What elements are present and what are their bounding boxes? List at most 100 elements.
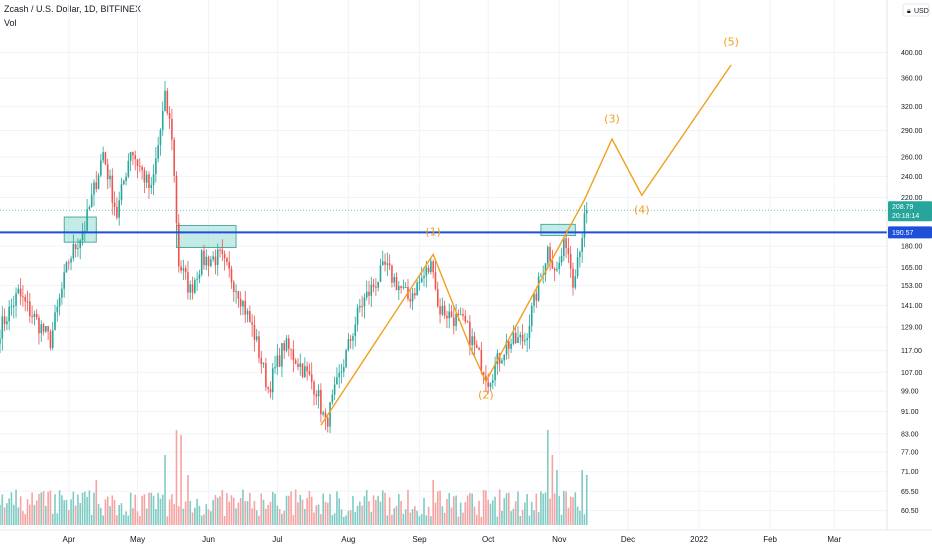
candle-body <box>349 339 352 341</box>
supply-zone-box[interactable] <box>63 216 97 243</box>
candle-body <box>491 380 494 384</box>
volume-bar <box>251 508 253 525</box>
candle-body <box>258 336 260 358</box>
volume-bar <box>134 494 137 525</box>
time-tick-label: Aug <box>341 535 355 544</box>
candle-body <box>122 180 125 185</box>
candle-body <box>436 288 439 307</box>
candle-body <box>563 238 565 257</box>
candle-body <box>386 263 389 265</box>
candle-body <box>375 286 377 288</box>
volume-bar <box>514 501 517 525</box>
last-price-tag[interactable] <box>888 201 932 222</box>
volume-bar <box>368 501 370 525</box>
volume-bar <box>180 435 182 525</box>
volume-bar <box>299 494 302 525</box>
volume-bar <box>205 504 208 525</box>
candle-body <box>141 166 143 171</box>
price-tick-label: 165.00 <box>901 265 923 272</box>
volume-bar <box>210 511 212 525</box>
candle-body <box>72 244 75 259</box>
candle-body <box>102 152 104 161</box>
candle-body <box>368 291 370 296</box>
volume-bar <box>3 507 6 525</box>
currency-selector-box[interactable] <box>902 3 930 17</box>
candle-body <box>203 250 205 266</box>
candle-body <box>24 297 27 302</box>
volume-bar <box>526 494 528 525</box>
time-tick-label: Mar <box>827 535 841 544</box>
volume-bar <box>432 480 434 525</box>
candle-body <box>514 332 517 344</box>
candle-body <box>155 158 157 174</box>
time-tick-label: Dec <box>621 535 635 544</box>
volume-bar <box>56 513 59 525</box>
volume-bar <box>418 516 421 525</box>
level-price-tag[interactable] <box>888 226 932 239</box>
volume-bar <box>0 504 1 525</box>
price-tick-label: 220.00 <box>901 195 923 202</box>
volume-bar <box>448 493 451 525</box>
candle-body <box>152 173 155 186</box>
volume-bar <box>226 493 228 525</box>
wave-projection-path[interactable] <box>320 64 732 426</box>
horizontal-level-line <box>0 209 887 234</box>
volume-bar <box>441 506 444 525</box>
candle-body <box>510 343 512 349</box>
volume-bar <box>47 491 49 525</box>
volume-bar <box>457 516 460 525</box>
volume-bar <box>471 493 473 525</box>
price-tick-label: 83.00 <box>901 431 919 438</box>
candle-body <box>54 312 56 331</box>
volume-bar <box>260 493 263 525</box>
volume-bar <box>416 510 418 525</box>
candle-body <box>168 113 171 119</box>
candle-body <box>381 261 384 266</box>
volume-bar <box>333 513 336 525</box>
candle-body <box>453 317 455 326</box>
candle-body <box>196 278 198 281</box>
candle-body <box>313 381 315 395</box>
supply-zone-box[interactable] <box>540 223 576 237</box>
volume-bar <box>6 503 8 525</box>
volume-bar <box>198 505 201 525</box>
candle-body <box>501 360 503 364</box>
candle-body <box>260 357 263 365</box>
volume-bar <box>320 514 322 525</box>
volume-bar <box>576 506 579 525</box>
candle-body <box>464 315 467 322</box>
volume-bar <box>164 455 166 525</box>
volume-bar <box>129 492 132 525</box>
volume-bar <box>90 514 93 525</box>
candle-body <box>356 307 359 325</box>
candle-body <box>219 249 221 251</box>
volume-bar <box>345 515 347 525</box>
candle-body <box>246 311 249 315</box>
candle-body <box>134 155 137 160</box>
price-tick-label: 99.00 <box>901 389 919 396</box>
candle-body <box>560 256 563 263</box>
candle-body <box>15 293 17 306</box>
volume-bar <box>317 504 320 525</box>
candle-body <box>372 284 375 287</box>
candle-body <box>398 286 400 291</box>
volume-bar <box>485 490 487 525</box>
supply-zone-box[interactable] <box>176 225 237 248</box>
candle-body <box>56 306 59 313</box>
volume-bar <box>127 515 130 525</box>
currency-selector[interactable]: 🔒︎ USD <box>902 3 930 17</box>
volume-indicator-label: Vol <box>4 18 17 28</box>
volume-bar <box>143 494 146 525</box>
time-tick-label: 2022 <box>690 535 708 544</box>
volume-bar <box>453 496 455 525</box>
candle-body <box>363 297 366 307</box>
candle-body <box>31 316 33 318</box>
candle-body <box>574 276 577 288</box>
volume-bar <box>271 491 274 525</box>
volume-bar <box>354 511 357 525</box>
lock-icon: 🔒︎ <box>907 7 911 15</box>
candle-body <box>109 175 111 180</box>
volume-bar <box>51 513 54 525</box>
candle-body <box>333 384 336 395</box>
